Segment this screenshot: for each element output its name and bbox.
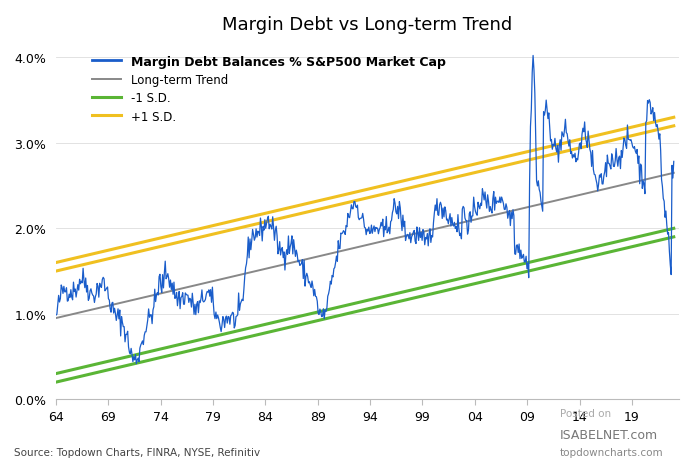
Text: ISABELNET.com: ISABELNET.com <box>560 428 658 441</box>
Text: topdowncharts.com: topdowncharts.com <box>560 447 664 457</box>
Legend: Margin Debt Balances % S&P500 Market Cap, Long-term Trend, -1 S.D., +1 S.D.: Margin Debt Balances % S&P500 Market Cap… <box>87 51 450 128</box>
Text: Source: Topdown Charts, FINRA, NYSE, Refinitiv: Source: Topdown Charts, FINRA, NYSE, Ref… <box>14 447 260 457</box>
Title: Margin Debt vs Long-term Trend: Margin Debt vs Long-term Trend <box>223 16 512 34</box>
Text: Posted on: Posted on <box>560 408 611 418</box>
